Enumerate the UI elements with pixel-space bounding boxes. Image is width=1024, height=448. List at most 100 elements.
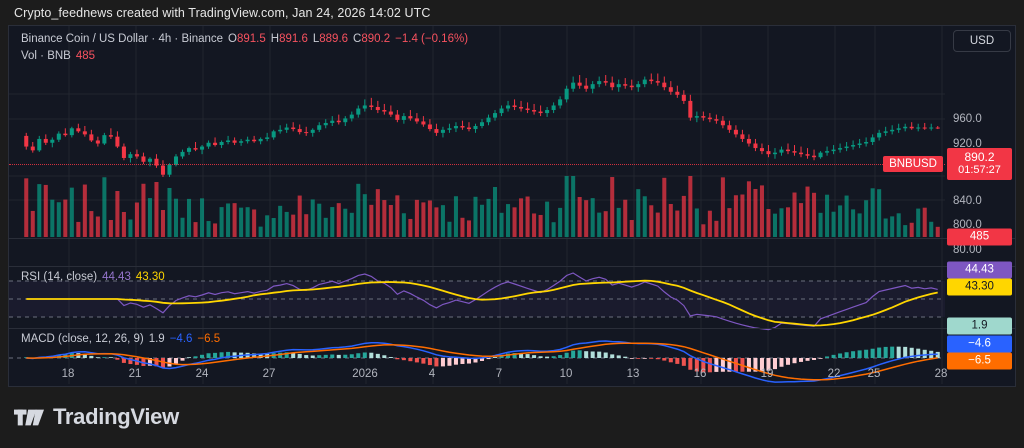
macd-histogram-bar: [916, 348, 921, 358]
candle-body: [785, 149, 791, 152]
macd-histogram-bar: [291, 352, 296, 358]
candle-body: [421, 121, 426, 125]
macd-histogram-bar: [746, 358, 751, 372]
candle-body: [317, 125, 322, 130]
candle-body: [590, 84, 595, 89]
volume-bar: [369, 204, 374, 237]
price-axis[interactable]: USD 960.0 920.0 840.0 800.0 80.00 485 44…: [945, 26, 1015, 386]
candle-body: [727, 125, 732, 130]
volume-bar: [291, 214, 296, 237]
separator-volume-rsi: [9, 266, 1015, 267]
candle-body: [82, 131, 87, 135]
volume-bar: [219, 207, 224, 237]
volume-bar: [564, 176, 569, 237]
rsi-ma-badge: 43.30: [947, 278, 1012, 296]
x-tick-4: 2026: [352, 368, 378, 380]
macd-histogram-bar: [453, 358, 458, 365]
x-tick-12: 25: [867, 368, 881, 380]
volume-bar: [818, 212, 823, 237]
volume-bar: [440, 205, 445, 237]
macd-histogram-bar: [564, 352, 569, 358]
candle-body: [232, 140, 237, 143]
macd-histogram-bar: [121, 358, 126, 363]
macd-histogram-bar: [662, 358, 667, 361]
macd-legend[interactable]: MACD (close, 12, 26, 9) 1.9 −4.6 −6.5: [21, 333, 220, 345]
volume-bar: [649, 205, 654, 237]
candle-body: [538, 111, 543, 114]
volume-bar: [330, 207, 335, 237]
time-axis[interactable]: 18 21 24 27 2026 4 7 10 13 16 19 22 25 2…: [8, 368, 1016, 388]
candle-body: [284, 127, 289, 130]
macd-histogram-bar: [167, 358, 172, 367]
volume-bar: [115, 190, 120, 237]
volume-bar: [590, 198, 595, 237]
candle-body: [414, 118, 419, 122]
macd-histogram-bar: [799, 358, 804, 362]
volume-bar: [812, 192, 817, 237]
plot-area[interactable]: [9, 26, 945, 386]
volume-bar: [701, 224, 706, 237]
volume-bar: [343, 208, 348, 237]
candle-body: [759, 148, 764, 152]
x-tick-6: 7: [495, 368, 503, 380]
macd-histogram-bar: [414, 358, 419, 363]
legend-interval[interactable]: 4h: [158, 33, 172, 45]
volume-bar: [134, 202, 139, 237]
legend-symbol[interactable]: Binance Coin / US Dollar: [21, 33, 149, 45]
legend-change: −1.4 (−0.16%): [395, 33, 469, 45]
volume-bar: [883, 218, 888, 237]
volume-bar: [538, 214, 543, 237]
macd-histogram-bar: [473, 358, 478, 363]
volume-bar: [356, 183, 361, 237]
macd-histogram-bar: [434, 358, 439, 367]
x-tick-3: 27: [262, 368, 276, 380]
candle-body: [226, 140, 231, 142]
candle-body: [382, 110, 387, 112]
volume-bar: [551, 222, 556, 237]
volume-bar: [336, 203, 341, 237]
volume-bar: [421, 202, 426, 237]
rsi-legend-ma-value: 43.30: [135, 271, 165, 283]
candle-body: [154, 158, 159, 166]
volume-bar: [740, 194, 745, 237]
volume-bar: [519, 198, 524, 237]
main-series-legend[interactable]: Binance Coin / US Dollar · 4h · Binance O…: [21, 33, 469, 45]
candle-body: [720, 120, 725, 126]
candle-body: [844, 146, 849, 149]
volume-bar: [688, 176, 693, 237]
macd-line: [26, 340, 938, 383]
macd-histogram-bar: [655, 358, 660, 360]
legend-o-value: 891.5: [236, 33, 266, 45]
candle-body: [805, 154, 810, 156]
candle-body: [577, 82, 582, 86]
macd-histogram-bar: [870, 348, 875, 358]
macd-histogram-bar: [187, 357, 192, 358]
macd-histogram-bar: [128, 358, 133, 365]
volume-bar: [727, 208, 732, 237]
candle-body: [675, 91, 680, 95]
candle-body: [356, 108, 361, 115]
volume-bar: [831, 211, 836, 237]
macd-histogram-bar: [493, 357, 498, 358]
currency-button[interactable]: USD: [953, 30, 1011, 52]
volume-bar: [668, 204, 673, 237]
candle-body: [395, 114, 400, 120]
candle-body: [545, 110, 550, 114]
rsi-legend[interactable]: RSI (14, close) 44.43 43.30: [21, 271, 165, 283]
candle-body: [649, 79, 654, 82]
macd-histogram-bar: [616, 355, 621, 358]
volume-bar: [213, 223, 218, 237]
macd-histogram-bar: [369, 352, 374, 358]
volume-bar: [479, 204, 485, 237]
volume-bar: [707, 210, 712, 237]
macd-histogram-bar: [877, 347, 882, 358]
macd-histogram-bar: [193, 356, 198, 358]
volume-bar: [636, 189, 641, 237]
volume-legend[interactable]: Vol · BNB 485: [21, 50, 95, 62]
candle-body: [427, 124, 432, 130]
candle-body: [903, 126, 908, 129]
macd-histogram-bar: [278, 352, 283, 358]
volume-bar: [310, 199, 315, 237]
volume-bar: [258, 226, 263, 237]
